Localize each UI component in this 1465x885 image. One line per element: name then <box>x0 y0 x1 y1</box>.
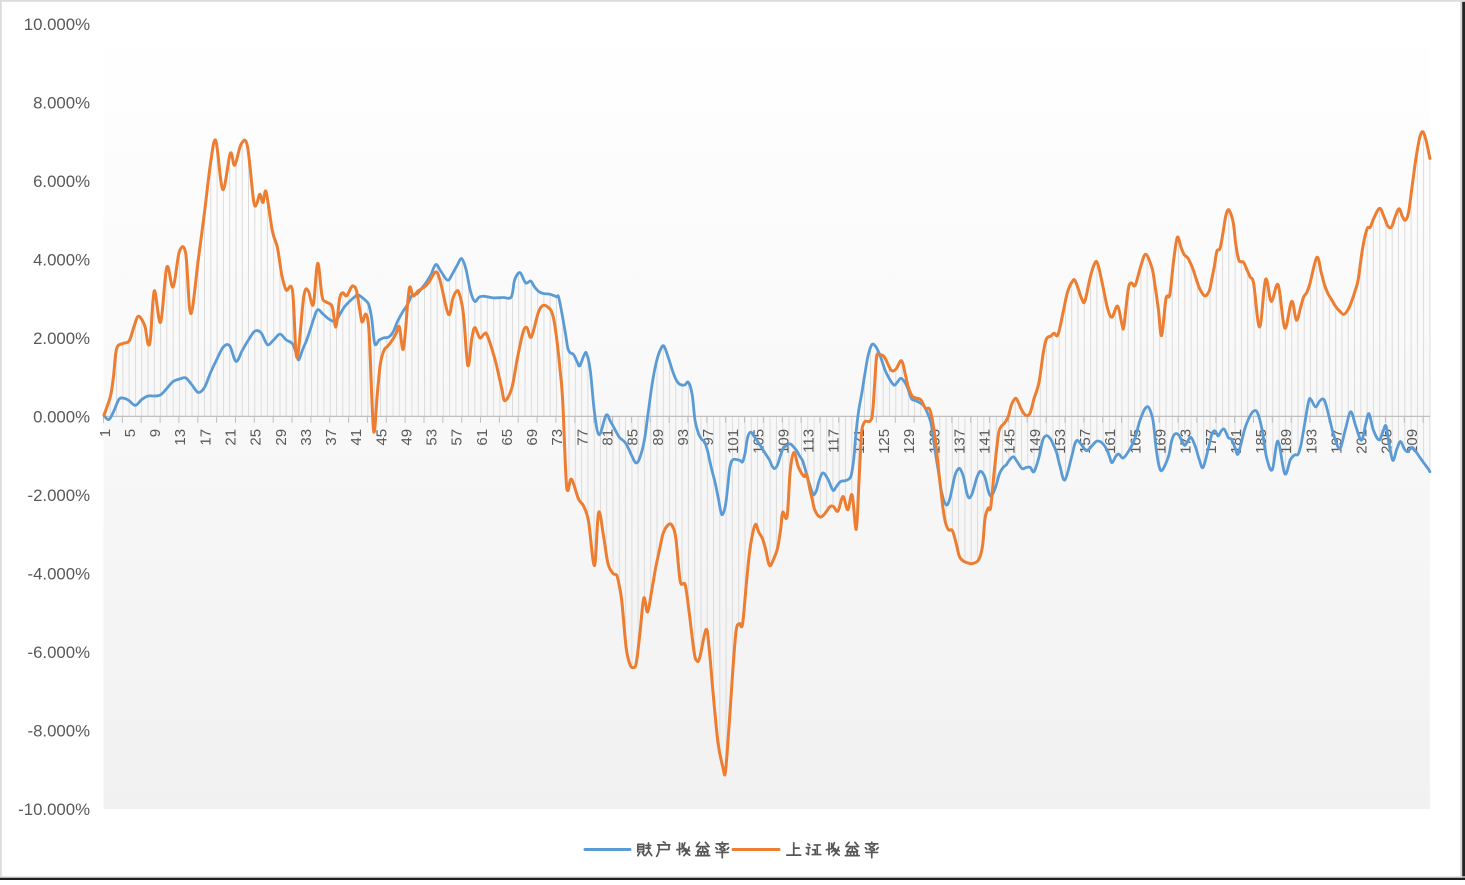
svg-text:101: 101 <box>725 429 742 454</box>
svg-text:57: 57 <box>449 429 466 446</box>
svg-text:2.000%: 2.000% <box>33 329 90 348</box>
svg-text:-10.000%: -10.000% <box>18 800 90 819</box>
svg-text:93: 93 <box>675 429 692 446</box>
svg-text:209: 209 <box>1404 429 1421 454</box>
svg-text:65: 65 <box>499 429 516 446</box>
svg-text:6.000%: 6.000% <box>33 172 90 191</box>
svg-text:5: 5 <box>122 429 139 437</box>
svg-text:89: 89 <box>650 429 667 446</box>
svg-text:41: 41 <box>348 429 365 446</box>
svg-text:145: 145 <box>1002 429 1019 454</box>
svg-text:-2.000%: -2.000% <box>27 486 90 505</box>
svg-text:113: 113 <box>801 429 818 453</box>
svg-text:61: 61 <box>474 429 491 446</box>
svg-text:81: 81 <box>600 429 617 446</box>
svg-text:1: 1 <box>97 429 114 437</box>
svg-text:97: 97 <box>700 429 717 446</box>
svg-text:161: 161 <box>1102 429 1119 454</box>
svg-text:25: 25 <box>248 429 265 446</box>
svg-text:21: 21 <box>223 429 240 446</box>
svg-text:9: 9 <box>147 429 164 437</box>
svg-text:193: 193 <box>1303 429 1320 454</box>
svg-text:137: 137 <box>951 429 968 454</box>
svg-text:153: 153 <box>1052 429 1069 454</box>
svg-text:37: 37 <box>323 429 340 446</box>
svg-text:149: 149 <box>1027 429 1044 454</box>
svg-text:85: 85 <box>625 429 642 446</box>
svg-text:69: 69 <box>524 429 541 446</box>
svg-text:117: 117 <box>826 429 843 453</box>
svg-text:77: 77 <box>574 429 591 446</box>
svg-text:53: 53 <box>424 429 441 446</box>
svg-text:129: 129 <box>901 429 918 454</box>
svg-text:33: 33 <box>298 429 315 446</box>
svg-text:125: 125 <box>876 429 893 454</box>
svg-text:8.000%: 8.000% <box>33 93 90 112</box>
svg-text:17: 17 <box>197 429 214 446</box>
svg-text:-6.000%: -6.000% <box>27 643 90 662</box>
svg-text:29: 29 <box>273 429 290 446</box>
svg-text:141: 141 <box>977 429 994 454</box>
svg-text:-4.000%: -4.000% <box>27 564 90 583</box>
svg-text:45: 45 <box>373 429 390 446</box>
svg-text:109: 109 <box>776 429 793 454</box>
svg-text:189: 189 <box>1278 429 1295 454</box>
svg-text:-8.000%: -8.000% <box>27 721 90 740</box>
svg-text:13: 13 <box>172 429 189 446</box>
svg-text:0.000%: 0.000% <box>33 407 90 426</box>
svg-text:10.000%: 10.000% <box>24 15 90 34</box>
svg-text:49: 49 <box>398 429 415 446</box>
svg-text:4.000%: 4.000% <box>33 250 90 269</box>
svg-text:73: 73 <box>549 429 566 446</box>
